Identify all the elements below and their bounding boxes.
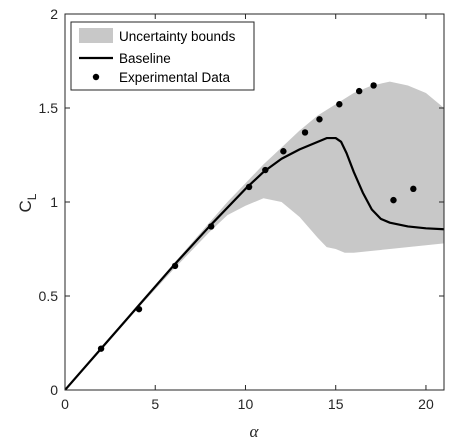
- experimental-point: [207, 223, 215, 230]
- legend-label-uncertainty: Uncertainty bounds: [119, 29, 236, 44]
- experimental-point: [262, 166, 269, 174]
- plot-clipped: [65, 81, 444, 390]
- legend: Uncertainty bounds Baseline Experimental…: [70, 21, 255, 91]
- experimental-point: [245, 183, 253, 191]
- experimental-point: [316, 116, 323, 123]
- x-tick-label: 15: [328, 396, 344, 412]
- experimental-point: [410, 185, 417, 193]
- plot-area: [65, 81, 444, 390]
- y-axis-label: CL: [16, 193, 39, 212]
- experimental-point: [97, 345, 105, 352]
- baseline-line: [65, 136, 444, 390]
- legend-swatch-experimental: [92, 73, 100, 81]
- y-axis-label-subscript: L: [25, 193, 39, 200]
- y-tick-label: 1.5: [39, 100, 59, 116]
- legend-label-baseline: Baseline: [119, 51, 171, 66]
- y-tick-label: 1: [50, 194, 58, 210]
- x-axis-label: α: [250, 422, 260, 441]
- axis-labels: α CL: [16, 193, 260, 441]
- x-tick-label: 20: [418, 396, 434, 412]
- legend-label-experimental: Experimental Data: [119, 70, 231, 85]
- experimental-point: [336, 101, 343, 108]
- experimental-point: [171, 262, 179, 270]
- legend-swatch-uncertainty: [79, 28, 113, 43]
- uncertainty-band: [65, 81, 444, 390]
- y-tick-label: 0: [50, 382, 58, 398]
- x-tick-label: 0: [61, 396, 69, 412]
- experimental-point: [135, 305, 143, 313]
- experimental-point: [370, 82, 377, 89]
- experimental-point: [301, 129, 309, 136]
- y-axis-label-main: C: [16, 200, 35, 212]
- experimental-point: [355, 87, 363, 95]
- svg-text:CL: CL: [16, 193, 39, 212]
- y-tick-label: 2: [50, 6, 58, 22]
- x-tick-label: 10: [238, 396, 254, 412]
- experimental-point: [280, 148, 287, 155]
- axes: 0 5 10 15 20 0 0.5 1 1.5 2: [39, 6, 445, 412]
- x-tick-label: 5: [151, 396, 159, 412]
- y-tick-label: 0.5: [39, 288, 59, 304]
- experimental-point: [390, 196, 397, 204]
